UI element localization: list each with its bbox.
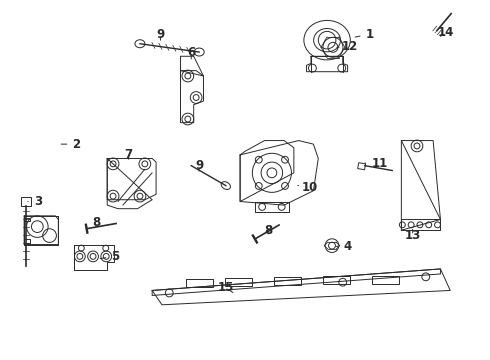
Text: 10: 10 bbox=[298, 181, 318, 194]
Text: 1: 1 bbox=[355, 28, 374, 41]
Text: 11: 11 bbox=[365, 157, 388, 170]
Text: 7: 7 bbox=[124, 148, 133, 161]
Text: 2: 2 bbox=[61, 138, 80, 150]
Text: 15: 15 bbox=[217, 281, 234, 294]
Text: 3: 3 bbox=[28, 195, 42, 208]
Bar bbox=[372, 276, 399, 284]
Text: 5: 5 bbox=[100, 250, 120, 263]
Text: 8: 8 bbox=[92, 216, 100, 229]
Bar bbox=[186, 279, 213, 287]
Text: 14: 14 bbox=[438, 27, 455, 40]
Text: 9: 9 bbox=[156, 28, 165, 41]
Bar bbox=[21, 197, 31, 207]
Bar bbox=[225, 278, 252, 286]
Text: 9: 9 bbox=[195, 159, 203, 172]
Bar bbox=[323, 276, 350, 284]
Bar bbox=[358, 163, 366, 170]
Bar bbox=[274, 277, 301, 285]
Text: 13: 13 bbox=[404, 229, 421, 242]
Text: 12: 12 bbox=[337, 40, 358, 53]
Text: 4: 4 bbox=[336, 240, 352, 253]
Text: 6: 6 bbox=[187, 46, 196, 59]
Text: 8: 8 bbox=[264, 224, 272, 237]
